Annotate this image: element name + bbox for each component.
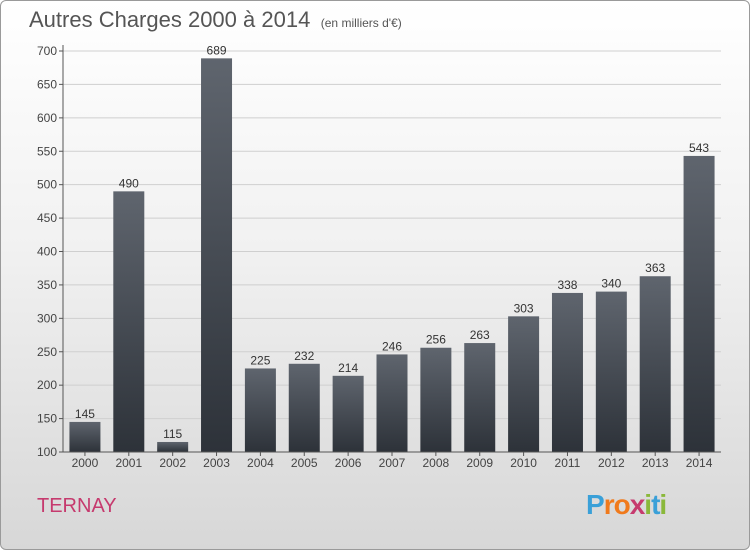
y-tick-label: 250 [37,345,57,359]
bar [288,363,320,452]
chart-title: Autres Charges 2000 à 2014 [29,7,311,32]
x-tick-label: 2001 [115,456,142,470]
bar [464,343,496,452]
bar [595,291,627,452]
bar-value-label: 303 [514,301,534,315]
bar-value-label: 543 [689,141,709,155]
bar-value-label: 340 [601,277,621,291]
bar-value-label: 246 [382,339,402,353]
bar [683,155,715,452]
bar-value-label: 145 [75,407,95,421]
logo-letter: o [613,489,631,520]
bar-value-label: 256 [426,333,446,347]
bar-value-label: 214 [338,361,358,375]
x-tick-label: 2010 [510,456,537,470]
y-tick-label: 650 [37,77,57,91]
bar-value-label: 115 [163,427,182,441]
x-tick-label: 2000 [72,456,99,470]
bar-value-label: 338 [557,278,577,292]
bar-value-label: 363 [645,261,665,275]
bar [376,354,408,452]
bar [508,316,540,452]
bar [157,441,189,452]
x-tick-label: 2006 [335,456,362,470]
bar-value-label: 263 [470,328,490,342]
bar-layer: 145 490 115 689 225 232 214 246 256 263 303 338 340 3… [69,43,715,453]
bar [69,421,101,452]
x-tick-label: 2009 [466,456,493,470]
y-tick-label: 500 [37,178,57,192]
bar [332,375,364,452]
x-tick-label: 2005 [291,456,318,470]
x-tick-label: 2014 [686,456,713,470]
x-tick-label: 2007 [379,456,406,470]
chart-title-block: Autres Charges 2000 à 2014 (en milliers … [29,7,402,33]
logo-letter: i [644,489,652,520]
logo-letter: r [603,489,615,520]
x-tick-label: 2002 [159,456,186,470]
chart-subtitle: (en milliers d'€) [320,16,402,30]
bar-value-label: 232 [294,349,314,363]
bar-value-label: 225 [250,353,270,367]
logo-letter: x [629,489,646,520]
y-tick-label: 550 [37,144,57,158]
x-tick-label: 2011 [555,456,581,470]
logo-letter: t [651,489,660,520]
x-tick-label: 2012 [598,456,625,470]
bar [113,191,145,452]
bar [201,58,233,453]
logo-letter: P [586,489,605,520]
bar [551,292,583,452]
bar [244,368,276,452]
x-tick-label: 2013 [642,456,669,470]
x-tick-label: 2008 [423,456,450,470]
y-tick-label: 700 [37,44,57,58]
bar [639,276,671,452]
y-tick-label: 150 [37,412,57,426]
proxiti-logo: Proxiti [586,489,667,521]
commune-name: TERNAY [37,495,117,517]
y-tick-label: 100 [37,445,57,459]
bar [420,347,452,452]
y-tick-label: 600 [37,111,57,125]
y-tick-label: 300 [37,311,57,325]
x-tick-label: 2004 [247,456,274,470]
y-tick-label: 450 [37,211,57,225]
x-tick-label: 2003 [203,456,230,470]
bar-value-label: 689 [207,43,227,57]
y-tick-label: 350 [37,278,57,292]
axis-layer: 100 150 200 250 300 350 400 450 500 550 600 650 700 2… [37,44,721,470]
logo-letter: i [659,489,667,520]
bar-value-label: 490 [119,176,139,190]
y-tick-label: 200 [37,378,57,392]
y-tick-label: 400 [37,245,57,259]
